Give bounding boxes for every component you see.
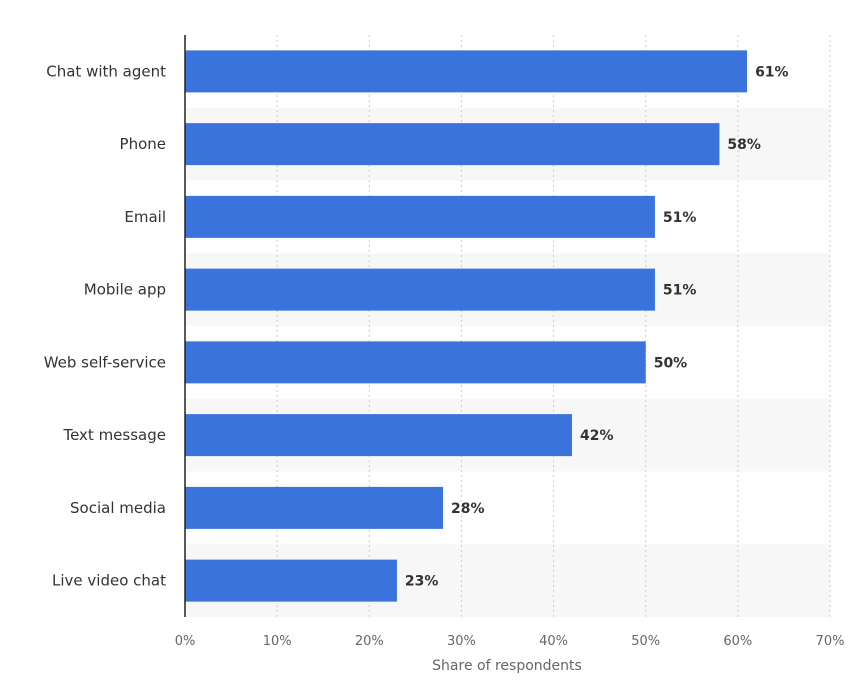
bar xyxy=(185,195,655,238)
data-label: 61% xyxy=(755,64,789,80)
x-tick-label: 10% xyxy=(263,634,292,649)
category-label: Email xyxy=(124,208,166,226)
data-label: 51% xyxy=(663,283,697,299)
x-tick-label: 0% xyxy=(175,634,196,649)
bar xyxy=(185,268,655,311)
category-label: Web self-service xyxy=(44,353,166,371)
x-tick-label: 40% xyxy=(539,634,568,649)
bar xyxy=(185,341,646,384)
x-tick-labels: 0% 10% 20% 30% 40% 50% 60% 70% xyxy=(175,634,845,649)
data-label: 50% xyxy=(654,355,688,371)
x-axis-title: Share of respondents xyxy=(432,658,582,674)
category-label: Chat with agent xyxy=(46,62,166,80)
category-labels: Chat with agent Phone Email Mobile app Web s… xyxy=(44,62,166,589)
bar xyxy=(185,559,397,602)
data-label: 51% xyxy=(663,210,697,226)
bar xyxy=(185,486,443,529)
bar xyxy=(185,50,748,93)
x-tick-label: 30% xyxy=(447,634,476,649)
x-tick-label: 70% xyxy=(816,634,845,649)
category-label: Mobile app xyxy=(84,281,166,299)
category-label: Live video chat xyxy=(52,572,166,590)
value-labels: 61% 58% 51% 51% 50% 42% 28% 23% xyxy=(405,64,789,589)
x-tick-label: 60% xyxy=(723,634,752,649)
data-label: 58% xyxy=(727,137,761,153)
category-label: Social media xyxy=(70,499,166,517)
bar xyxy=(185,414,572,457)
data-label: 42% xyxy=(580,428,614,444)
x-tick-label: 50% xyxy=(631,634,660,649)
bar xyxy=(185,123,720,166)
x-tick-label: 20% xyxy=(355,634,384,649)
category-label: Text message xyxy=(62,426,166,444)
data-label: 28% xyxy=(451,501,485,517)
data-label: 23% xyxy=(405,574,439,590)
category-label: Phone xyxy=(120,135,166,153)
bars xyxy=(185,50,748,602)
